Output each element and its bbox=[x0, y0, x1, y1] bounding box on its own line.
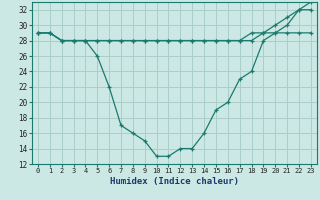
X-axis label: Humidex (Indice chaleur): Humidex (Indice chaleur) bbox=[110, 177, 239, 186]
